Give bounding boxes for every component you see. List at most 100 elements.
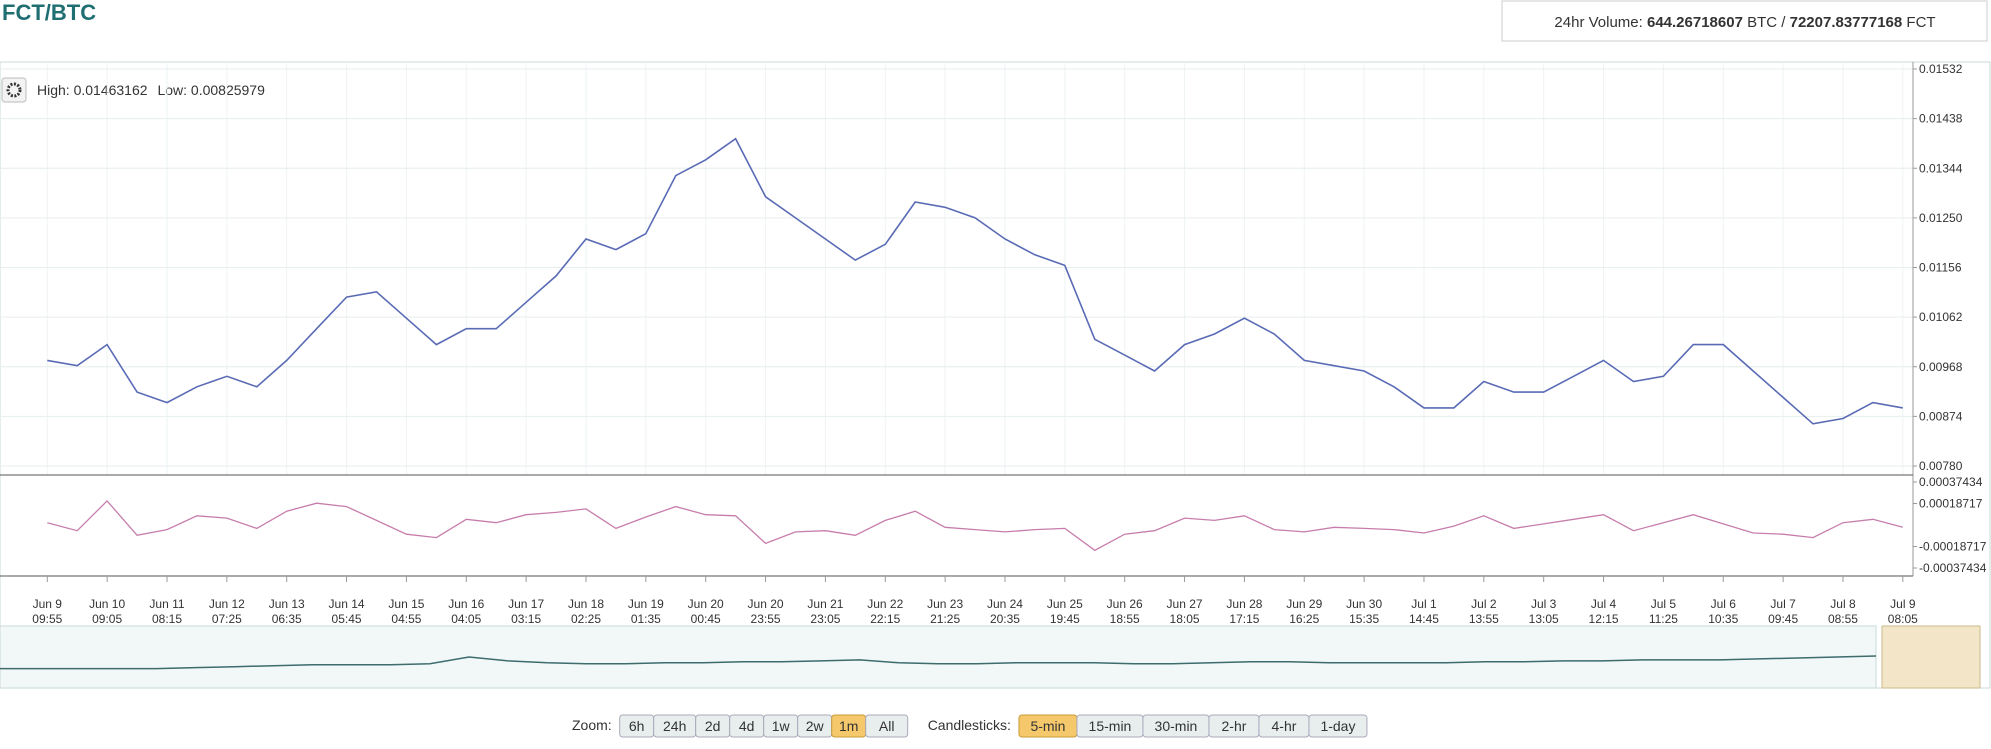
indicator-line	[47, 499, 1903, 552]
y-tick-label: 0.00037434	[1919, 475, 1983, 489]
control-label: Zoom:	[572, 717, 612, 733]
x-tick-time: 19:45	[1050, 612, 1080, 626]
y-tick-label: -0.00018717	[1919, 540, 1987, 554]
control-button-label: 4d	[739, 718, 755, 734]
volume-text: 24hr Volume: 644.26718607 BTC / 72207.83…	[1554, 14, 1935, 31]
volume-fct: 72207.83777168	[1790, 14, 1903, 31]
x-tick-label: Jun 17	[508, 597, 544, 611]
x-tick-time: 08:15	[152, 612, 182, 626]
x-tick-time: 03:15	[511, 612, 541, 626]
x-tick-time: 11:25	[1649, 612, 1678, 626]
y-tick-label: 0.00780	[1919, 459, 1963, 473]
control-button[interactable]	[865, 714, 909, 738]
x-tick-label: Jun 19	[628, 597, 664, 611]
low-label: Low:	[157, 82, 187, 98]
control-button[interactable]	[1308, 714, 1368, 738]
x-tick-label: Jun 23	[927, 597, 963, 611]
y-tick-label: 0.00874	[1919, 409, 1963, 423]
x-tick-label: Jun 22	[867, 597, 903, 611]
x-tick-time: 21:25	[930, 612, 960, 626]
settings-button[interactable]	[1, 77, 27, 103]
x-tick-label: Jun 30	[1346, 597, 1382, 611]
x-tick-label: Jun 11	[149, 597, 184, 611]
x-tick-label: Jul 5	[1651, 597, 1677, 611]
x-tick-label: Jul 6	[1711, 597, 1737, 611]
x-tick-time: 17:15	[1229, 612, 1259, 626]
fct: FCT	[1906, 14, 1935, 31]
y-tick-label: 0.01438	[1919, 112, 1963, 126]
x-tick-time: 06:35	[272, 612, 302, 626]
control-button-label: 5-min	[1030, 718, 1065, 734]
x-tick-label: Jul 7	[1770, 597, 1796, 611]
x-tick-label: Jun 16	[448, 597, 484, 611]
y-tick-label: 0.01250	[1919, 211, 1963, 225]
x-tick-label: Jun 13	[269, 597, 305, 611]
x-tick-label: Jun 10	[89, 597, 125, 611]
y-tick-label: -0.00037434	[1919, 561, 1987, 575]
control-button-label: 2w	[806, 718, 825, 734]
x-tick-time: 16:25	[1289, 612, 1319, 626]
x-tick-time: 14:45	[1409, 612, 1439, 626]
x-tick-time: 08:55	[1828, 612, 1858, 626]
y-tick-label: 0.00018717	[1919, 497, 1983, 511]
x-tick-label: Jun 12	[209, 597, 245, 611]
btc: BTC	[1747, 14, 1777, 31]
x-tick-label: Jun 27	[1167, 597, 1203, 611]
x-tick-time: 07:25	[212, 612, 242, 626]
x-tick-label: Jun 15	[388, 597, 424, 611]
x-tick-label: Jun 24	[987, 597, 1023, 611]
control-label: Candlesticks:	[928, 717, 1011, 733]
navigator-bg	[0, 625, 1877, 689]
x-tick-time: 20:35	[990, 612, 1020, 626]
y-tick-label: 0.00968	[1919, 360, 1963, 374]
chart-frame	[0, 61, 1991, 689]
x-tick-time: 10:35	[1708, 612, 1738, 626]
x-tick-time: 13:55	[1469, 612, 1499, 626]
x-tick-label: Jun 25	[1047, 597, 1083, 611]
price-line	[47, 137, 1903, 425]
navigator-line	[0, 655, 1877, 670]
x-tick-label: Jul 4	[1591, 597, 1617, 611]
x-tick-label: Jun 28	[1226, 597, 1262, 611]
control-button-label: 1m	[839, 718, 858, 734]
control-button-label: 30-min	[1155, 718, 1198, 734]
control-button-label: 1-day	[1320, 718, 1355, 734]
navigator-window[interactable]	[1881, 625, 1981, 689]
control-button-label: 15-min	[1089, 718, 1132, 734]
high-low: High: 0.01463162 Low: 0.00825979	[37, 82, 265, 98]
x-tick-time: 02:25	[571, 612, 601, 626]
x-tick-time: 18:05	[1170, 612, 1200, 626]
high-label: High:	[37, 82, 70, 98]
x-tick-time: 08:05	[1888, 612, 1918, 626]
y-tick-label: 0.01532	[1919, 62, 1963, 76]
separator: /	[1781, 14, 1786, 31]
x-tick-label: Jul 2	[1471, 597, 1497, 611]
high-value: 0.01463162	[74, 82, 148, 98]
x-tick-time: 00:45	[691, 612, 721, 626]
x-tick-time: 09:05	[92, 612, 122, 626]
x-tick-time: 05:45	[332, 612, 362, 626]
control-button-label: 2d	[705, 718, 721, 734]
x-tick-label: Jun 9	[33, 597, 63, 611]
x-tick-time: 13:05	[1529, 612, 1559, 626]
control-button-label: 6h	[629, 718, 645, 734]
pair-title: FCT/BTC	[2, 0, 96, 25]
y-tick-label: 0.01344	[1919, 161, 1963, 175]
x-tick-label: Jun 21	[807, 597, 843, 611]
low-value: 0.00825979	[191, 82, 265, 98]
x-tick-time: 18:55	[1110, 612, 1140, 626]
x-tick-time: 04:05	[451, 612, 481, 626]
x-tick-label: Jun 29	[1286, 597, 1322, 611]
x-tick-label: Jun 18	[568, 597, 604, 611]
control-button-label: All	[879, 718, 895, 734]
x-tick-time: 23:55	[751, 612, 781, 626]
control-button-label: 4-hr	[1272, 718, 1297, 734]
volume-btc: 644.26718607	[1647, 14, 1743, 31]
control-button-label: 2-hr	[1222, 718, 1247, 734]
x-tick-time: 01:35	[631, 612, 661, 626]
x-tick-label: Jul 8	[1830, 597, 1856, 611]
x-tick-time: 09:45	[1768, 612, 1798, 626]
control-button-label: 1w	[772, 718, 791, 734]
y-tick-label: 0.01156	[1919, 261, 1962, 275]
